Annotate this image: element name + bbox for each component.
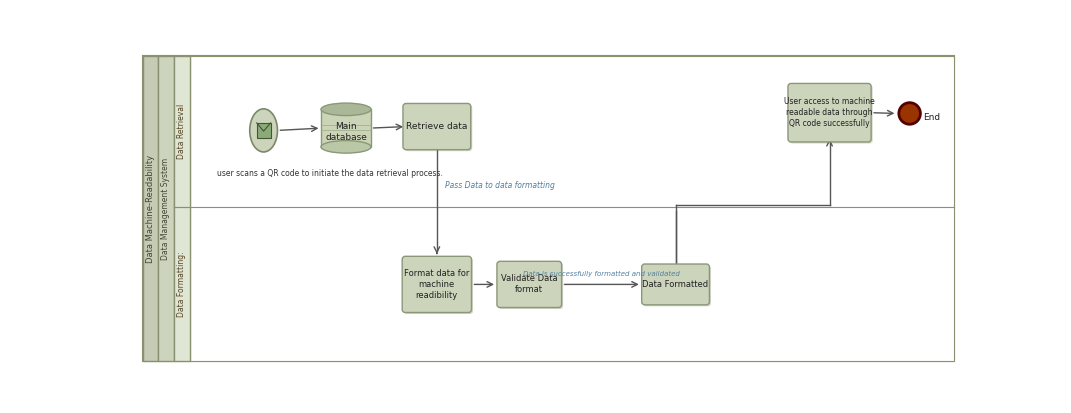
Circle shape [899,103,920,124]
FancyBboxPatch shape [404,258,473,314]
Text: Data Machine-Readability: Data Machine-Readability [146,154,155,263]
Ellipse shape [321,103,371,116]
FancyBboxPatch shape [642,264,709,305]
Text: Data is successfully formatted and validated: Data is successfully formatted and valid… [524,271,680,277]
Polygon shape [142,56,954,361]
Text: Data Formatted: Data Formatted [643,280,709,289]
Polygon shape [321,109,371,147]
FancyBboxPatch shape [403,256,471,313]
Text: Retrieve data: Retrieve data [406,122,468,131]
FancyBboxPatch shape [403,104,471,150]
Text: Data Formatting:: Data Formatting: [178,252,186,317]
FancyBboxPatch shape [497,261,561,308]
FancyBboxPatch shape [788,83,871,142]
Text: Format data for
machine
readibility: Format data for machine readibility [404,269,469,300]
FancyBboxPatch shape [498,263,563,309]
Polygon shape [142,56,159,361]
Polygon shape [159,56,174,361]
FancyBboxPatch shape [405,105,472,151]
Text: Pass Data to data formatting: Pass Data to data formatting [444,181,555,190]
Ellipse shape [321,140,371,153]
Ellipse shape [250,109,277,152]
Text: Validate Data
format: Validate Data format [501,274,558,294]
FancyBboxPatch shape [644,266,711,306]
Polygon shape [191,56,954,361]
Polygon shape [257,123,271,138]
Text: Data Management System: Data Management System [162,157,170,260]
FancyBboxPatch shape [789,85,873,143]
Text: End: End [923,113,940,122]
Text: user scans a QR code to initiate the data retrieval process.: user scans a QR code to initiate the dat… [217,169,443,178]
Text: Data Retrieval: Data Retrieval [178,104,186,159]
Text: Main
database: Main database [326,122,367,142]
Polygon shape [174,56,191,361]
Text: User access to machine
readable data through
QR code successfully: User access to machine readable data thr… [784,97,875,128]
